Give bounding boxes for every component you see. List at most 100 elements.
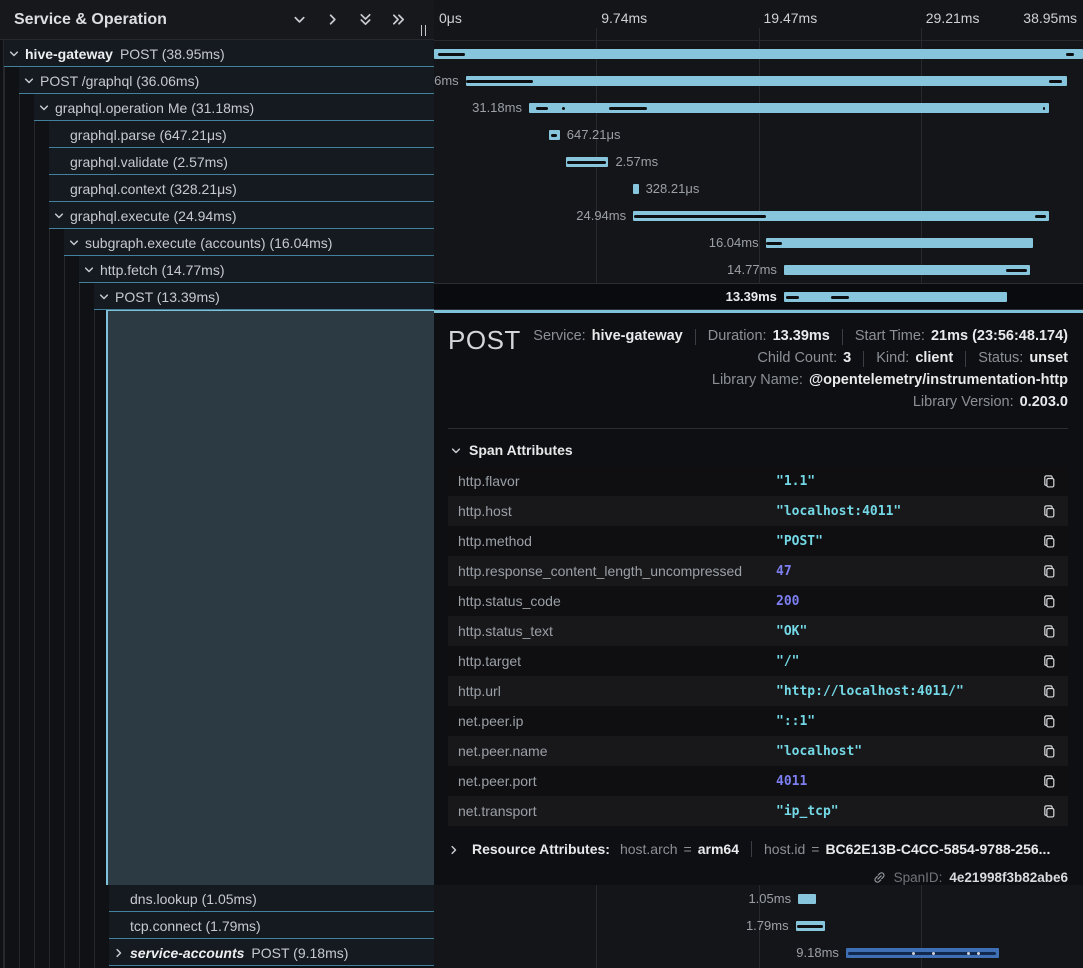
span-duration-label: 13.39ms — [725, 289, 777, 304]
span-bar-cell[interactable]: 1.05ms — [434, 885, 1083, 912]
span-duration-bar[interactable] — [765, 238, 1033, 248]
span-name-cell[interactable]: POST (13.39ms) — [0, 283, 434, 310]
link-icon[interactable] — [872, 870, 887, 885]
span-row[interactable]: POST /graphql (36.06ms) 36.06ms — [0, 67, 1083, 94]
bar-tick — [766, 241, 783, 245]
copy-value-button[interactable] — [1040, 502, 1058, 520]
attribute-row: net.peer.port 4011 — [448, 766, 1068, 796]
span-name-cell[interactable]: tcp.connect (1.79ms) — [0, 912, 434, 939]
span-name-cell[interactable]: subgraph.execute (accounts) (16.04ms) — [0, 229, 434, 256]
span-name-cell[interactable]: graphql.context (328.21μs) — [0, 175, 434, 202]
span-row[interactable]: service-accounts POST (9.18ms) 9.18ms — [0, 939, 1083, 966]
span-bar-cell[interactable]: 647.21μs — [434, 121, 1083, 148]
span-name-cell[interactable]: graphql.validate (2.57ms) — [0, 148, 434, 175]
copy-value-button[interactable] — [1040, 682, 1058, 700]
span-duration-bar[interactable] — [633, 184, 639, 194]
meta-value: 13.39ms — [772, 328, 830, 344]
span-row[interactable]: graphql.context (328.21μs) 328.21μs — [0, 175, 1083, 202]
copy-value-button[interactable] — [1040, 772, 1058, 790]
span-bar-cell[interactable]: 328.21μs — [434, 175, 1083, 202]
span-duration-bar[interactable] — [633, 211, 1049, 221]
chevron-down-icon[interactable] — [83, 264, 95, 276]
expand-one-button[interactable] — [321, 8, 345, 32]
ruler-tick-label: 38.95ms — [1023, 10, 1077, 26]
span-duration-label: 9.18ms — [796, 945, 839, 960]
bar-tick — [438, 52, 465, 56]
collapse-one-button[interactable] — [288, 8, 312, 32]
span-duration-bar[interactable] — [783, 292, 1008, 302]
meta-value: @opentelemetry/instrumentation-http — [808, 372, 1068, 388]
resource-key: host.arch — [619, 841, 678, 857]
chevron-down-icon[interactable] — [23, 75, 35, 87]
attribute-row: http.target "/" — [448, 646, 1068, 676]
chevron-right-icon[interactable] — [448, 844, 459, 855]
span-row[interactable]: graphql.validate (2.57ms) 2.57ms — [0, 148, 1083, 175]
span-row[interactable]: graphql.execute (24.94ms) 24.94ms — [0, 202, 1083, 229]
span-bar-cell[interactable]: 13.39ms — [434, 283, 1083, 310]
span-name-cell[interactable]: graphql.execute (24.94ms) — [0, 202, 434, 229]
copy-value-button[interactable] — [1040, 802, 1058, 820]
attribute-value: "/" — [776, 653, 800, 669]
span-bar-cell[interactable]: 31.18ms — [434, 94, 1083, 121]
span-duration-label: 2.57ms — [615, 154, 659, 169]
span-meta-line: Library Name: @opentelemetry/instrumentat… — [712, 370, 1068, 391]
copy-value-button[interactable] — [1040, 592, 1058, 610]
chevron-down-icon[interactable] — [8, 48, 20, 60]
chevron-right-icon[interactable] — [113, 947, 125, 959]
expand-all-button[interactable] — [387, 8, 411, 32]
span-name-cell[interactable]: POST /graphql (36.06ms) — [0, 67, 434, 94]
attribute-value: "OK" — [776, 623, 808, 639]
copy-value-button[interactable] — [1040, 712, 1058, 730]
collapse-all-button[interactable] — [354, 8, 378, 32]
chevron-down-icon[interactable] — [53, 210, 65, 222]
copy-value-button[interactable] — [1040, 472, 1058, 490]
span-duration-bar[interactable] — [528, 103, 1049, 113]
span-name-cell[interactable]: hive-gateway POST (38.95ms) — [0, 40, 434, 67]
operation-name-label: graphql.execute (24.94ms) — [70, 207, 237, 224]
span-bar-cell[interactable]: 2.57ms — [434, 148, 1083, 175]
meta-label: Service: — [533, 328, 586, 344]
span-bar-cell[interactable]: 1.79ms — [434, 912, 1083, 939]
span-duration-bar[interactable] — [465, 76, 1067, 86]
span-row[interactable]: POST (13.39ms) 13.39ms — [0, 283, 1083, 310]
span-duration-bar[interactable] — [798, 894, 816, 904]
copy-value-button[interactable] — [1040, 652, 1058, 670]
operation-name-label: POST (9.18ms) — [251, 944, 349, 961]
span-row[interactable]: graphql.operation Me (31.18ms) 31.18ms — [0, 94, 1083, 121]
span-row[interactable]: hive-gateway POST (38.95ms) — [0, 40, 1083, 67]
span-name-cell[interactable]: http.fetch (14.77ms) — [0, 256, 434, 283]
copy-value-button[interactable] — [1040, 532, 1058, 550]
chevron-down-icon[interactable] — [450, 445, 461, 456]
span-attributes-header[interactable]: Span Attributes — [450, 442, 1068, 458]
span-bar-cell[interactable]: 9.18ms — [434, 939, 1083, 966]
span-detail-expansion-area — [106, 310, 434, 885]
span-name-cell[interactable]: graphql.parse (647.21μs) — [0, 121, 434, 148]
span-duration-bar[interactable] — [434, 49, 1083, 59]
span-name-cell[interactable]: graphql.operation Me (31.18ms) — [0, 94, 434, 121]
panel-resize-handle[interactable] — [420, 25, 426, 36]
copy-value-button[interactable] — [1040, 742, 1058, 760]
span-bar-cell[interactable]: 14.77ms — [434, 256, 1083, 283]
bar-dot — [932, 951, 936, 955]
span-bar-cell[interactable]: 24.94ms — [434, 202, 1083, 229]
span-row[interactable]: graphql.parse (647.21μs) 647.21μs — [0, 121, 1083, 148]
attribute-value: "POST" — [776, 533, 823, 549]
span-row[interactable]: tcp.connect (1.79ms) 1.79ms — [0, 912, 1083, 939]
span-row[interactable]: subgraph.execute (accounts) (16.04ms) 16.… — [0, 229, 1083, 256]
span-row-background — [4, 40, 434, 67]
chevron-down-icon[interactable] — [68, 237, 80, 249]
span-row[interactable]: http.fetch (14.77ms) 14.77ms — [0, 256, 1083, 283]
copy-value-button[interactable] — [1040, 622, 1058, 640]
operation-name-label: graphql.context (328.21μs) — [70, 180, 237, 197]
resource-attributes-row[interactable]: Resource Attributes: host.arch = arm64 host… — [448, 841, 1068, 857]
copy-value-button[interactable] — [1040, 562, 1058, 580]
span-bar-cell[interactable] — [434, 40, 1083, 67]
span-name-cell[interactable]: dns.lookup (1.05ms) — [0, 885, 434, 912]
span-name-cell[interactable]: service-accounts POST (9.18ms) — [0, 939, 434, 966]
span-duration-bar[interactable] — [783, 265, 1030, 275]
chevron-down-icon[interactable] — [98, 291, 110, 303]
span-bar-cell[interactable]: 36.06ms — [434, 67, 1083, 94]
span-row[interactable]: dns.lookup (1.05ms) 1.05ms — [0, 885, 1083, 912]
chevron-down-icon[interactable] — [38, 102, 50, 114]
span-bar-cell[interactable]: 16.04ms — [434, 229, 1083, 256]
